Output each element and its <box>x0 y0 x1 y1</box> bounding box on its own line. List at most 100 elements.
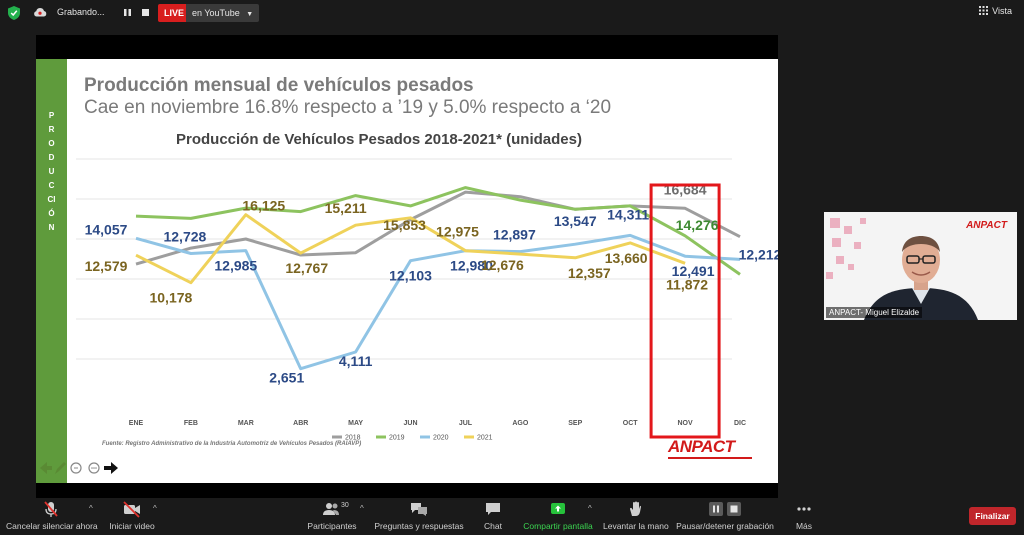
slide-navigation-controls <box>40 462 118 474</box>
meeting-toolbar: Cancelar silenciar ahora ^ Iniciar video… <box>0 498 1024 535</box>
pause-recording-label: Pausar/detener grabación <box>676 521 774 531</box>
pause-recording-icon[interactable] <box>121 6 134 19</box>
data-label: 13,547 <box>554 213 597 229</box>
series-line-2020 <box>135 233 741 371</box>
data-label: 12,579 <box>85 258 128 274</box>
presentation-slide: PRODUCCIÓN Producción mensual de vehícul… <box>36 59 778 483</box>
unmute-label: Cancelar silenciar ahora <box>6 521 98 531</box>
series-line-2021 <box>135 213 686 285</box>
share-screen-label: Compartir pantalla <box>523 521 593 531</box>
side-tab-letters: PRODUCCIÓN <box>47 111 56 232</box>
data-label: 12,357 <box>568 265 611 281</box>
x-tick-label: MAY <box>348 420 363 427</box>
stop-recording-icon[interactable] <box>139 6 152 19</box>
youtube-stream-dropdown[interactable]: en YouTube ▼ <box>186 4 260 22</box>
x-tick-label: SEP <box>568 420 582 427</box>
production-line-chart: ENE FEB MAR ABR MAY JUN JUL AGO SEP OCT NOV DIC 14,0… <box>76 158 778 442</box>
raise-hand-icon <box>630 501 641 516</box>
pause-stop-recording-icon <box>709 502 741 516</box>
slide-title: Producción mensual de vehículos pesados <box>84 75 474 96</box>
video-options-caret-icon[interactable]: ^ <box>153 504 157 513</box>
data-label: 11,872 <box>666 276 708 292</box>
chevron-down-icon: ▼ <box>246 11 254 18</box>
data-label: 15,211 <box>325 200 367 216</box>
logo-underline <box>668 457 752 459</box>
share-options-caret-icon[interactable]: ^ <box>588 504 592 513</box>
end-meeting-button[interactable]: Finalizar <box>969 507 1016 525</box>
security-shield-icon[interactable] <box>8 6 20 20</box>
share-screen-button[interactable]: Compartir pantalla <box>522 500 594 531</box>
slide-subtitle: Cae en noviembre 16.8% respecto a ’19 y … <box>84 97 612 118</box>
x-tick-label: JUL <box>459 420 473 427</box>
highlight-box-nov <box>649 183 721 439</box>
data-label: 12,491 <box>672 263 715 279</box>
x-tick-label: JUN <box>404 420 418 427</box>
side-tab-text: PRODUCCIÓN <box>36 109 67 235</box>
x-tick-label: ENE <box>129 420 144 427</box>
unmute-button[interactable]: Cancelar silenciar ahora <box>6 500 98 531</box>
shared-screen: PRODUCCIÓN Producción mensual de vehícul… <box>36 35 778 498</box>
legend-label: 2019 <box>389 435 405 442</box>
x-tick-label: OCT <box>623 420 639 427</box>
participant-video-tile[interactable]: ANPACT ANPACT- Miguel Elizalde <box>824 212 1017 320</box>
chat-label: Chat <box>484 521 502 531</box>
data-label: 14,057 <box>85 221 128 237</box>
youtube-stream-label: en YouTube <box>192 8 240 18</box>
more-button[interactable]: Más <box>792 500 816 531</box>
chat-bubble-icon <box>486 503 500 515</box>
previous-slide-icon[interactable] <box>40 462 52 474</box>
data-label: 12,897 <box>493 227 536 243</box>
chat-button[interactable]: Chat <box>478 500 508 531</box>
pause-recording-button[interactable]: Pausar/detener grabación <box>676 500 774 531</box>
participants-label: Participantes <box>307 521 357 531</box>
data-label: 2,651 <box>269 370 304 386</box>
data-label: 12,103 <box>389 268 432 284</box>
raise-hand-button[interactable]: Levantar la mano <box>603 500 669 531</box>
data-label: 14,276 <box>676 217 719 233</box>
video-anpact-logo: ANPACT <box>966 220 1007 231</box>
qa-button[interactable]: Preguntas y respuestas <box>374 500 464 531</box>
pen-tool-icon[interactable] <box>55 462 66 474</box>
series-line-2019 <box>135 186 741 276</box>
data-label: 14,311 <box>607 206 649 222</box>
x-tick-label: NOV <box>678 420 694 427</box>
participants-icon <box>323 503 339 515</box>
video-camera-off-icon <box>123 501 140 518</box>
participants-options-caret-icon[interactable]: ^ <box>360 504 364 513</box>
x-tick-label: MAR <box>238 420 254 427</box>
source-note: Fuente: Registro Administrativo de la In… <box>102 441 362 447</box>
data-label: 16,125 <box>242 198 285 214</box>
participants-count: 30 <box>341 502 349 509</box>
data-label: 12,980 <box>450 258 493 274</box>
start-video-button[interactable]: Iniciar video <box>108 500 156 531</box>
legend-label: 2020 <box>433 435 449 442</box>
data-label: 4,111 <box>339 353 373 369</box>
cloud-recording-icon <box>34 7 47 17</box>
audio-options-caret-icon[interactable]: ^ <box>89 504 93 513</box>
anpact-logo: ANPACT <box>668 437 735 456</box>
legend-label: 2021 <box>477 435 493 442</box>
live-badge: LIVE <box>158 4 191 22</box>
view-button[interactable]: Vista <box>979 6 1012 16</box>
series-line-2018 <box>135 190 741 266</box>
x-tick-label: DIC <box>734 420 746 427</box>
x-tick-label: FEB <box>184 420 198 427</box>
data-label: 12,975 <box>436 224 479 240</box>
data-label: 12,985 <box>214 258 257 274</box>
data-label: 12,676 <box>481 257 524 273</box>
slide-side-tab: PRODUCCIÓN <box>36 59 67 483</box>
data-label: 15,853 <box>383 217 426 233</box>
participants-button[interactable]: 30 Participantes <box>304 500 360 531</box>
data-label: 13,660 <box>605 250 648 266</box>
top-status-bar: Grabando... LIVE en YouTube ▼ Vista <box>0 0 1024 28</box>
participant-video-feed <box>824 212 1017 320</box>
data-label: 10,178 <box>149 290 192 306</box>
more-label: Más <box>795 521 813 531</box>
qa-bubbles-icon <box>411 503 427 516</box>
more-options-icon[interactable] <box>88 462 100 474</box>
zoom-icon[interactable] <box>70 462 82 474</box>
qa-label: Preguntas y respuestas <box>374 521 464 531</box>
next-slide-icon[interactable] <box>104 462 118 474</box>
x-tick-label: AGO <box>512 420 529 427</box>
data-label: 12,212 <box>739 246 778 262</box>
